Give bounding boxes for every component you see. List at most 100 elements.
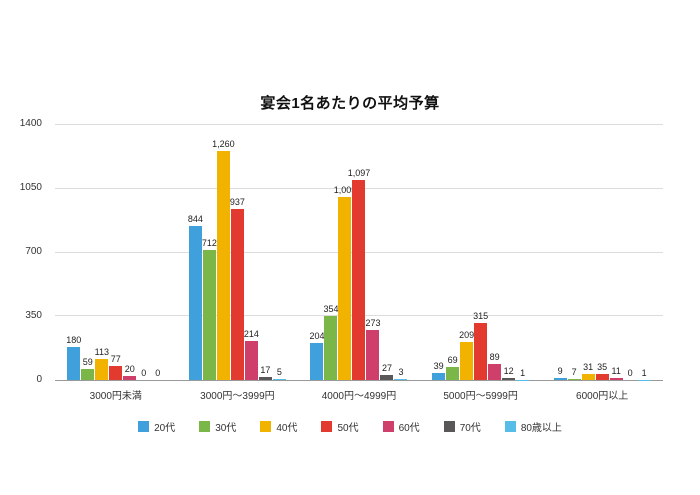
legend-label: 40代: [276, 423, 298, 434]
bar-value-label: 0: [155, 368, 161, 378]
bar-value-label: 89: [489, 351, 500, 362]
bar-cell: 0: [137, 125, 150, 380]
bar-value-label: 27: [381, 363, 392, 374]
x-axis-labels: 3000円未満 3000円〜3999円 4000円〜4999円 5000円〜5999円…: [55, 387, 663, 402]
bar: [595, 373, 609, 380]
bar-cell: 937: [229, 125, 245, 380]
bar-value-label: 5: [276, 367, 282, 378]
bar-value-label: 273: [365, 318, 381, 329]
bar-cell: 27: [380, 125, 394, 380]
bar-group: 9 7 31 35 11 0 1: [541, 125, 663, 380]
bar: [258, 376, 272, 380]
bar-cell: 39: [432, 125, 446, 380]
bar: [338, 196, 352, 380]
bar: [502, 377, 516, 380]
bar-group: 180 59 113 77 20 0 0: [55, 125, 177, 380]
bar: [352, 180, 366, 380]
bar: [488, 363, 502, 380]
bar-cell: 180: [66, 125, 81, 380]
bar-cell: 1: [516, 125, 530, 380]
bar-cell: 1: [637, 125, 651, 380]
x-axis-label: 3000円〜3999円: [200, 391, 275, 402]
bar-cell: 0: [624, 125, 637, 380]
x-axis-label: 5000円〜5999円: [443, 391, 518, 402]
bar-value-label: 204: [309, 330, 325, 341]
y-tick-label: 1050: [19, 182, 42, 193]
bar-value-label: 937: [229, 197, 245, 208]
bar-group: 39 69 209 315 89 12 1: [420, 125, 542, 380]
legend: 20代 30代 40代 50代 60代 70代 80歳以上: [0, 419, 700, 434]
legend-swatch: [382, 421, 394, 432]
bar: [216, 150, 230, 380]
bar-value-label: 712: [201, 238, 217, 249]
bar-cell: 354: [323, 125, 339, 380]
legend-item: 60代: [382, 419, 420, 434]
bar: [460, 341, 474, 380]
bar: [567, 378, 581, 380]
bar: [272, 379, 286, 380]
bar-value-label: 17: [260, 364, 271, 375]
bar-cell: 11: [609, 125, 623, 380]
bar-value-label: 315: [473, 310, 489, 321]
bar-cell: 35: [595, 125, 609, 380]
bar-value-label: 214: [243, 329, 259, 340]
bar-cell: 712: [201, 125, 217, 380]
bar-groups: 180 59 113 77 20 0 0 844 712 1,260 937 214 17 5 204 354…: [55, 125, 663, 380]
legend-swatch: [199, 421, 211, 432]
bar-cell: 31: [581, 125, 595, 380]
bar-value-label: 11: [611, 366, 621, 376]
bar-value-label: 31: [583, 362, 594, 373]
y-tick-label: 1400: [19, 118, 42, 129]
bar: [230, 209, 244, 380]
legend-swatch: [138, 421, 150, 432]
bar-cell: 113: [94, 125, 109, 380]
bar-value-label: 35: [597, 361, 608, 372]
bar-cell: 315: [473, 125, 489, 380]
bar: [81, 369, 95, 380]
bar-value-label: 69: [447, 355, 458, 366]
bar: [109, 365, 123, 380]
bar-cell: 0: [151, 125, 164, 380]
legend-item: 20代: [138, 419, 175, 434]
legend-label: 50代: [337, 423, 359, 434]
bar: [581, 374, 595, 380]
legend-label: 20代: [154, 423, 176, 434]
y-tick-label: 350: [25, 310, 42, 321]
legend-item: 30代: [199, 419, 236, 434]
bar: [67, 347, 81, 380]
plot-area: 180 59 113 77 20 0 0 844 712 1,260 937 214 17 5 204 354…: [55, 124, 663, 381]
legend-item: 40代: [260, 419, 297, 434]
bar-group: 844 712 1,260 937 214 17 5: [177, 125, 299, 380]
bar-value-label: 12: [503, 365, 514, 376]
bar: [310, 342, 324, 380]
legend-label: 80歳以上: [520, 423, 562, 434]
bar-cell: 12: [502, 125, 516, 380]
y-tick-label: 700: [25, 246, 42, 257]
gridline: [55, 124, 663, 125]
bar-cell: 89: [488, 125, 502, 380]
bar-value-label: 1: [520, 367, 526, 378]
bar-cell: 214: [243, 125, 259, 380]
bar: [95, 359, 109, 380]
bar-value-label: 113: [94, 347, 109, 358]
bar-cell: 1,097: [348, 125, 370, 380]
bar-value-label: 20: [124, 364, 135, 375]
bar-value-label: 77: [110, 353, 121, 364]
bar-cell: 9: [553, 125, 567, 380]
y-axis-labels: 0 350 700 1050 1400: [0, 119, 48, 385]
bar-cell: 59: [81, 125, 95, 380]
bar-cell: 844: [188, 125, 203, 380]
legend-item: 80歳以上: [504, 419, 562, 434]
bar-cell: 77: [109, 125, 123, 380]
bar-value-label: 3: [398, 367, 404, 378]
bar: [553, 378, 567, 380]
bar-value-label: 39: [433, 360, 444, 371]
bar-cell: 204: [309, 125, 325, 380]
bar-value-label: 7: [571, 366, 577, 377]
bar: [446, 367, 460, 380]
legend-item: 50代: [321, 419, 359, 434]
bar-cell: 209: [459, 125, 474, 380]
bar: [123, 376, 137, 380]
bar: [188, 226, 202, 380]
bar-group: 204 354 1,005 1,097 273 27 3: [298, 125, 420, 380]
